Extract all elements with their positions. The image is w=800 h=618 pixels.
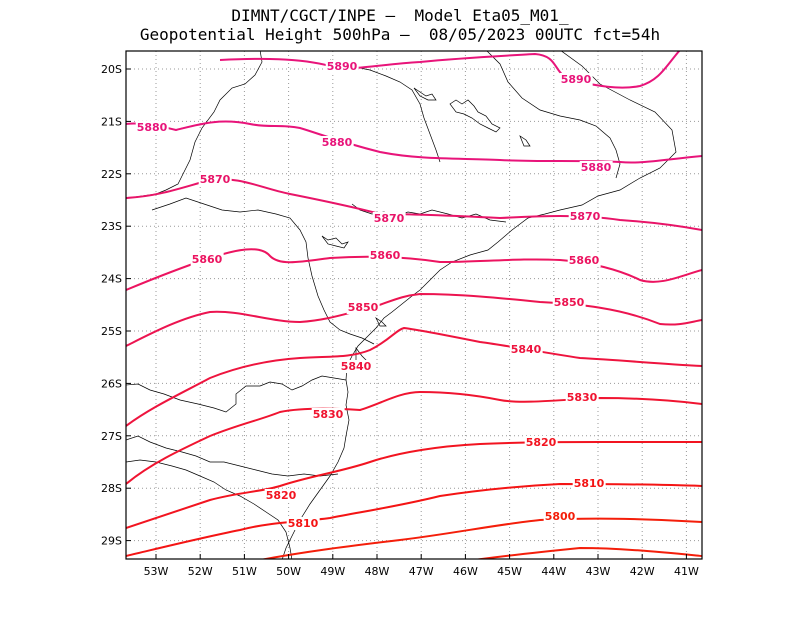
contour-label: 5860 — [192, 253, 223, 266]
contour-5880 — [126, 120, 702, 164]
title-line-1: DIMNT/CGCT/INPE – Model Eta05_M01_ — [231, 6, 569, 25]
state-border — [126, 435, 339, 477]
label-background — [372, 212, 406, 225]
graticule — [126, 51, 702, 559]
contour-label: 5880 — [322, 136, 353, 149]
label-background — [346, 301, 380, 314]
lake — [519, 135, 531, 147]
island — [375, 316, 387, 327]
contour-label: 5810 — [288, 517, 319, 530]
label-background — [565, 391, 599, 404]
contour-label: 5830 — [567, 391, 598, 404]
state-border — [127, 51, 263, 199]
lat-tick-label: 23S — [101, 220, 122, 233]
contour-5820 — [126, 440, 702, 529]
label-background — [543, 510, 577, 523]
contour-5830 — [126, 390, 702, 485]
label-background — [286, 517, 320, 530]
coastline-and-borders — [126, 51, 677, 559]
contour-label: 5870 — [570, 210, 601, 223]
label-background — [559, 73, 593, 86]
contour-label: 5880 — [581, 161, 612, 174]
contour-label: 5840 — [511, 343, 542, 356]
lon-tick-label: 48W — [365, 565, 390, 578]
label-background — [552, 296, 586, 309]
contour-5810 — [126, 482, 702, 557]
label-background — [311, 408, 345, 421]
contour-labels: 5890 5890 5880 5880 5880 5870 5870 5870 … — [135, 60, 613, 530]
lat-tick-label: 26S — [101, 377, 122, 390]
label-background — [567, 254, 601, 267]
label-background — [579, 161, 613, 174]
contour-label: 5840 — [341, 360, 372, 373]
lake — [449, 99, 501, 133]
title-line-2: Geopotential Height 500hPa – 08/05/2023 … — [139, 25, 661, 44]
label-background — [368, 249, 402, 262]
contour-label: 5830 — [313, 408, 344, 421]
coastline — [281, 51, 677, 559]
label-background — [190, 253, 224, 266]
lat-tick-label: 22S — [101, 168, 122, 181]
label-background — [135, 121, 169, 134]
contour-5800 — [260, 517, 702, 559]
contour-5850 — [126, 292, 702, 347]
contour-label: 5820 — [526, 436, 557, 449]
contour-label: 5880 — [137, 121, 168, 134]
label-background — [568, 210, 602, 223]
label-background — [339, 360, 373, 373]
lat-tick-label: 24S — [101, 273, 122, 286]
height-contours — [126, 51, 702, 559]
lat-tick-label: 27S — [101, 430, 122, 443]
label-background — [198, 173, 232, 186]
lon-tick-label: 42W — [630, 565, 655, 578]
contour-label: 5820 — [266, 489, 297, 502]
state-border — [151, 197, 375, 345]
lat-tick-label: 25S — [101, 325, 122, 338]
lon-tick-label: 45W — [497, 565, 522, 578]
contour-label: 5800 — [545, 510, 576, 523]
plot-frame — [125, 50, 703, 560]
contour-label: 5890 — [561, 73, 592, 86]
contour-label: 5890 — [327, 60, 358, 73]
lon-tick-label: 51W — [232, 565, 257, 578]
label-background — [524, 436, 558, 449]
lake — [321, 235, 349, 249]
contour-label: 5860 — [370, 249, 401, 262]
label-background — [572, 477, 606, 490]
label-background — [509, 343, 543, 356]
contour-label: 5810 — [574, 477, 605, 490]
label-background — [320, 136, 354, 149]
lon-tick-label: 41W — [674, 565, 699, 578]
latitude-axis: 20S 21S 22S 23S 24S 25S 26S 27S 28S 29S — [101, 63, 131, 548]
contour-5840 — [126, 326, 702, 427]
lake — [413, 87, 437, 101]
label-background — [264, 489, 298, 502]
state-border — [126, 375, 347, 413]
lon-tick-label: 52W — [188, 565, 213, 578]
lon-tick-label: 46W — [453, 565, 478, 578]
contour-label: 5870 — [200, 173, 231, 186]
lon-tick-label: 43W — [586, 565, 611, 578]
contour-label: 5850 — [554, 296, 585, 309]
lon-tick-label: 47W — [409, 565, 434, 578]
longitude-axis: 53W 52W 51W 50W 49W 48W 47W 46W 45W 44W 43W 42W 41W — [144, 554, 699, 578]
lon-tick-label: 53W — [144, 565, 169, 578]
lat-tick-label: 20S — [101, 63, 122, 76]
contour-5870 — [126, 178, 702, 231]
lon-tick-label: 50W — [276, 565, 301, 578]
lon-tick-label: 49W — [320, 565, 345, 578]
lat-tick-label: 29S — [101, 535, 122, 548]
state-border — [486, 51, 621, 179]
country-border — [126, 459, 293, 559]
state-border — [329, 59, 441, 163]
lat-tick-label: 21S — [101, 115, 122, 128]
contour-label: 5860 — [569, 254, 600, 267]
lat-tick-label: 28S — [101, 482, 122, 495]
lon-tick-label: 44W — [541, 565, 566, 578]
contour-label: 5870 — [374, 212, 405, 225]
contour-5800-partial — [473, 546, 702, 559]
contour-label: 5850 — [348, 301, 379, 314]
label-background — [325, 60, 359, 73]
